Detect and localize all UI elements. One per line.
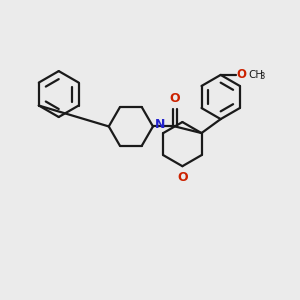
Text: 3: 3 — [259, 72, 264, 81]
Text: O: O — [170, 92, 180, 105]
Text: N: N — [154, 118, 165, 131]
Text: CH: CH — [248, 70, 263, 80]
Text: O: O — [177, 172, 188, 184]
Text: O: O — [237, 68, 247, 81]
